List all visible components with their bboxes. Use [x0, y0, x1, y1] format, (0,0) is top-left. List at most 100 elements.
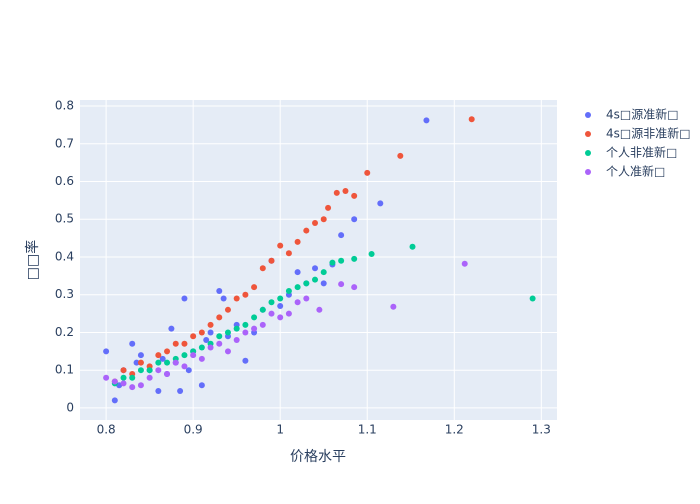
point	[351, 255, 358, 262]
point	[294, 299, 301, 306]
point	[320, 269, 327, 276]
point	[207, 321, 214, 328]
point	[277, 242, 284, 249]
point	[129, 384, 136, 391]
point	[233, 325, 240, 332]
point	[155, 387, 162, 394]
point	[242, 321, 249, 328]
point	[461, 260, 468, 267]
point	[285, 310, 292, 317]
point	[146, 367, 153, 374]
point	[198, 382, 205, 389]
point	[120, 380, 127, 387]
point	[216, 340, 223, 347]
y-tick-label: 0.8	[55, 99, 74, 113]
point	[342, 187, 349, 194]
point	[409, 243, 416, 250]
point	[233, 295, 240, 302]
point	[159, 355, 166, 362]
point	[137, 352, 144, 359]
x-axis-title: 价格水平	[290, 449, 346, 465]
point	[146, 374, 153, 381]
point	[177, 387, 184, 394]
y-tick-label: 0.5	[55, 212, 74, 226]
point	[103, 348, 110, 355]
point	[338, 232, 345, 239]
y-tick-label: 0.7	[55, 136, 74, 150]
point	[168, 325, 175, 332]
point	[224, 329, 231, 336]
y-tick-label: 0.3	[55, 287, 74, 301]
point	[120, 367, 127, 374]
point	[529, 295, 536, 302]
point	[164, 348, 171, 355]
point	[224, 348, 231, 355]
point	[216, 287, 223, 294]
point	[312, 276, 319, 283]
legend-label: 个人准新□	[606, 164, 665, 179]
legend-marker	[585, 112, 591, 118]
legend-marker	[585, 131, 591, 137]
y-tick-label: 0.1	[55, 363, 74, 377]
point	[216, 314, 223, 321]
point	[312, 220, 319, 227]
point	[333, 189, 340, 196]
y-axis-title: □□率	[24, 240, 41, 280]
plot-area	[80, 100, 557, 420]
point	[133, 359, 140, 366]
point	[137, 359, 144, 366]
point	[233, 337, 240, 343]
point	[285, 250, 292, 257]
point	[368, 250, 375, 257]
legend-label: 个人非准新□	[606, 145, 677, 160]
point	[277, 295, 284, 302]
points	[103, 116, 536, 404]
point	[316, 306, 323, 313]
point	[207, 329, 214, 336]
point	[268, 257, 275, 264]
point	[303, 227, 310, 234]
point	[155, 352, 162, 359]
point	[397, 152, 404, 159]
point	[181, 352, 188, 359]
x-tick-label: 1.1	[358, 423, 377, 437]
point	[203, 337, 210, 343]
point	[312, 265, 319, 272]
legend-marker	[585, 150, 591, 156]
point	[351, 216, 358, 223]
point	[268, 310, 275, 317]
point	[207, 344, 214, 351]
point	[185, 367, 192, 374]
point	[164, 370, 171, 377]
point	[294, 238, 301, 245]
point	[268, 299, 275, 306]
point	[259, 306, 266, 313]
point	[325, 204, 332, 211]
point	[198, 344, 205, 351]
point	[320, 216, 327, 223]
point	[294, 284, 301, 291]
point	[220, 295, 227, 302]
x-tick-label: 1	[276, 423, 284, 437]
point	[181, 295, 188, 302]
x-tick-label: 1.2	[445, 423, 464, 437]
x-tick-label: 0.9	[184, 423, 203, 437]
point	[259, 321, 266, 328]
legend-label: 4s□源准新□	[606, 107, 679, 122]
point	[351, 192, 358, 199]
point	[190, 333, 197, 340]
point	[111, 397, 118, 404]
point	[338, 257, 345, 264]
point	[137, 382, 144, 389]
x-tick-label: 0.8	[97, 423, 116, 437]
point	[164, 359, 171, 366]
point	[277, 314, 284, 321]
point	[251, 314, 258, 321]
point	[390, 303, 397, 310]
point	[351, 284, 358, 291]
point	[198, 329, 205, 336]
point	[120, 374, 127, 381]
point	[294, 269, 301, 276]
point	[103, 374, 110, 381]
point	[329, 259, 336, 266]
